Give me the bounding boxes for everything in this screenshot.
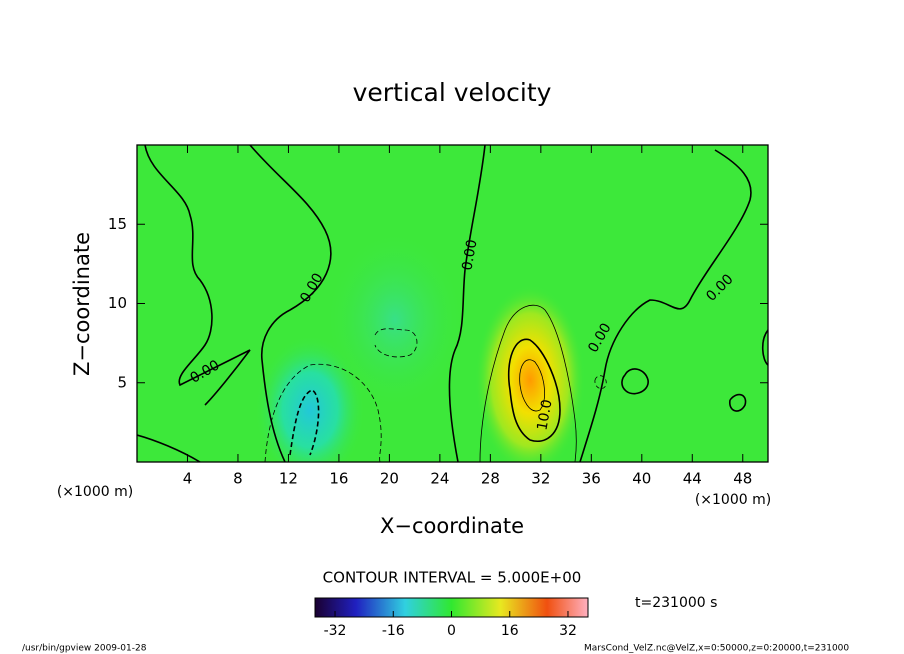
y-tick-label: 5 (117, 373, 127, 391)
x-tick-label: 8 (233, 470, 243, 488)
colorbar-tick-label: -16 (382, 623, 405, 639)
contour-label: 0.00 (459, 238, 480, 271)
footer: /usr/bin/gpview 2009-01-28 (22, 644, 147, 654)
y-tick-label: 10 (108, 294, 127, 312)
colorbar-tick-label: -32 (324, 623, 347, 639)
x-unit: (×1000 m) (695, 492, 771, 508)
x-tick-label: 12 (279, 470, 298, 488)
time-label: t=231000 s (635, 595, 717, 611)
x-tick-label: 48 (733, 470, 752, 488)
cool-region (325, 230, 465, 410)
x-axis-label: X−coordinate (380, 514, 524, 538)
x-tick-label: 4 (183, 470, 193, 488)
warm-region (475, 285, 585, 462)
colorbar-tick-label: 32 (559, 623, 577, 639)
x-tick-label: 20 (380, 470, 399, 488)
x-unit: (×1000 m) (57, 484, 133, 500)
x-tick-label: 24 (430, 470, 449, 488)
x-tick-label: 32 (531, 470, 550, 488)
y-tick-label: 15 (108, 215, 127, 233)
x-tick-label: 40 (632, 470, 651, 488)
y-axis-label: Z−coordinate (70, 232, 94, 376)
field (137, 145, 768, 462)
x-tick-label: 28 (481, 470, 500, 488)
colorbar-tick-label: 0 (447, 623, 456, 639)
x-tick-label: 44 (683, 470, 702, 488)
contours (137, 145, 768, 462)
contour-interval: CONTOUR INTERVAL = 5.000E+00 (323, 569, 582, 587)
chart-title: vertical velocity (353, 78, 552, 107)
contour-label: 10.0 (534, 398, 555, 431)
x-tick-label: 16 (329, 470, 348, 488)
colorbar-tick-label: 16 (501, 623, 519, 639)
footer: MarsCond_VelZ.nc@VelZ,x=0:50000,z=0:2000… (584, 644, 849, 654)
x-tick-label: 36 (582, 470, 601, 488)
